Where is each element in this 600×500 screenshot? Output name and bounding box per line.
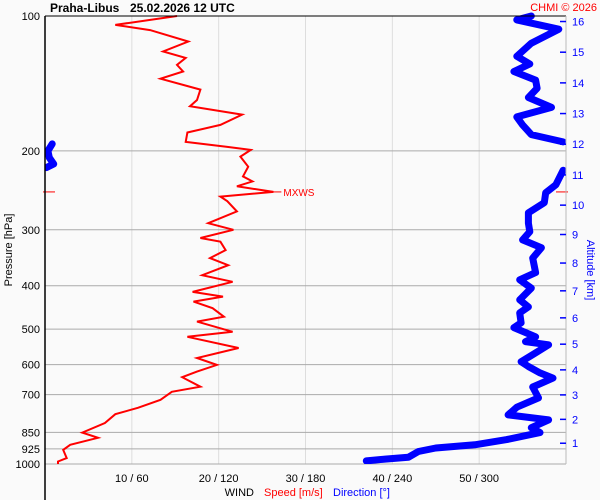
direction-line xyxy=(362,166,566,464)
altitude-tick-label: 7 xyxy=(572,286,578,298)
y-tick-label: 100 xyxy=(22,11,40,23)
direction-line xyxy=(45,140,58,172)
grid xyxy=(45,16,566,465)
altitude-axis-label: Altitude [km] xyxy=(584,240,596,301)
x-tick-label: 20 / 120 xyxy=(199,473,239,485)
altitude-tick-label: 4 xyxy=(572,365,578,377)
x-label-direction: Direction [°] xyxy=(333,487,390,499)
altitude-tick-label: 1 xyxy=(572,438,578,450)
altitude-tick-label: 14 xyxy=(572,78,584,90)
y-tick-label: 1000 xyxy=(16,459,40,471)
altitude-tick-label: 9 xyxy=(572,230,578,242)
altitude-tick-label: 6 xyxy=(572,313,578,325)
x-tick-label: 10 / 60 xyxy=(115,473,149,485)
y-tick-label: 925 xyxy=(22,444,40,456)
altitude-tick-label: 10 xyxy=(572,200,584,212)
x-tick-label: 40 / 240 xyxy=(372,473,412,485)
y-tick-label: 700 xyxy=(22,390,40,402)
altitude-tick-label: 2 xyxy=(572,414,578,426)
x-tick-label: 30 / 180 xyxy=(286,473,326,485)
altitude-tick-label: 13 xyxy=(572,109,584,121)
y-tick-label: 600 xyxy=(22,360,40,372)
chart-title: Praha-Libus xyxy=(50,1,120,15)
altitude-tick-label: 5 xyxy=(572,339,578,351)
y-tick-label: 300 xyxy=(22,225,40,237)
y-axis-label: Pressure [hPa] xyxy=(3,214,15,287)
y-tick-label: 400 xyxy=(22,281,40,293)
mxws-label: MXWS xyxy=(283,188,314,199)
direction-line xyxy=(510,12,566,146)
axes: 10 / 60 20 / 120 30 / 180 40 / 240 50 / 300 1… xyxy=(16,11,584,500)
y-tick-label: 500 xyxy=(22,324,40,336)
y-tick-label: 200 xyxy=(22,146,40,158)
y-tick-label: 850 xyxy=(22,427,40,439)
x-tick-label: 50 / 300 xyxy=(459,473,499,485)
altitude-tick-label: 8 xyxy=(572,258,578,270)
x-label-speed: Speed [m/s] xyxy=(264,487,323,499)
x-label-wind: WIND xyxy=(225,487,254,499)
altitude-tick-label: 16 xyxy=(572,17,584,29)
altitude-tick-label: 3 xyxy=(572,390,578,402)
chart-subtitle: 25.02.2026 12 UTC xyxy=(130,1,235,15)
series-layer: MXWS xyxy=(43,12,568,464)
altitude-tick-label: 15 xyxy=(572,47,584,59)
credit-label: CHMI © 2026 xyxy=(530,2,597,14)
altitude-tick-label: 11 xyxy=(572,170,583,182)
altitude-tick-label: 12 xyxy=(572,139,584,151)
speed-line xyxy=(57,15,274,464)
